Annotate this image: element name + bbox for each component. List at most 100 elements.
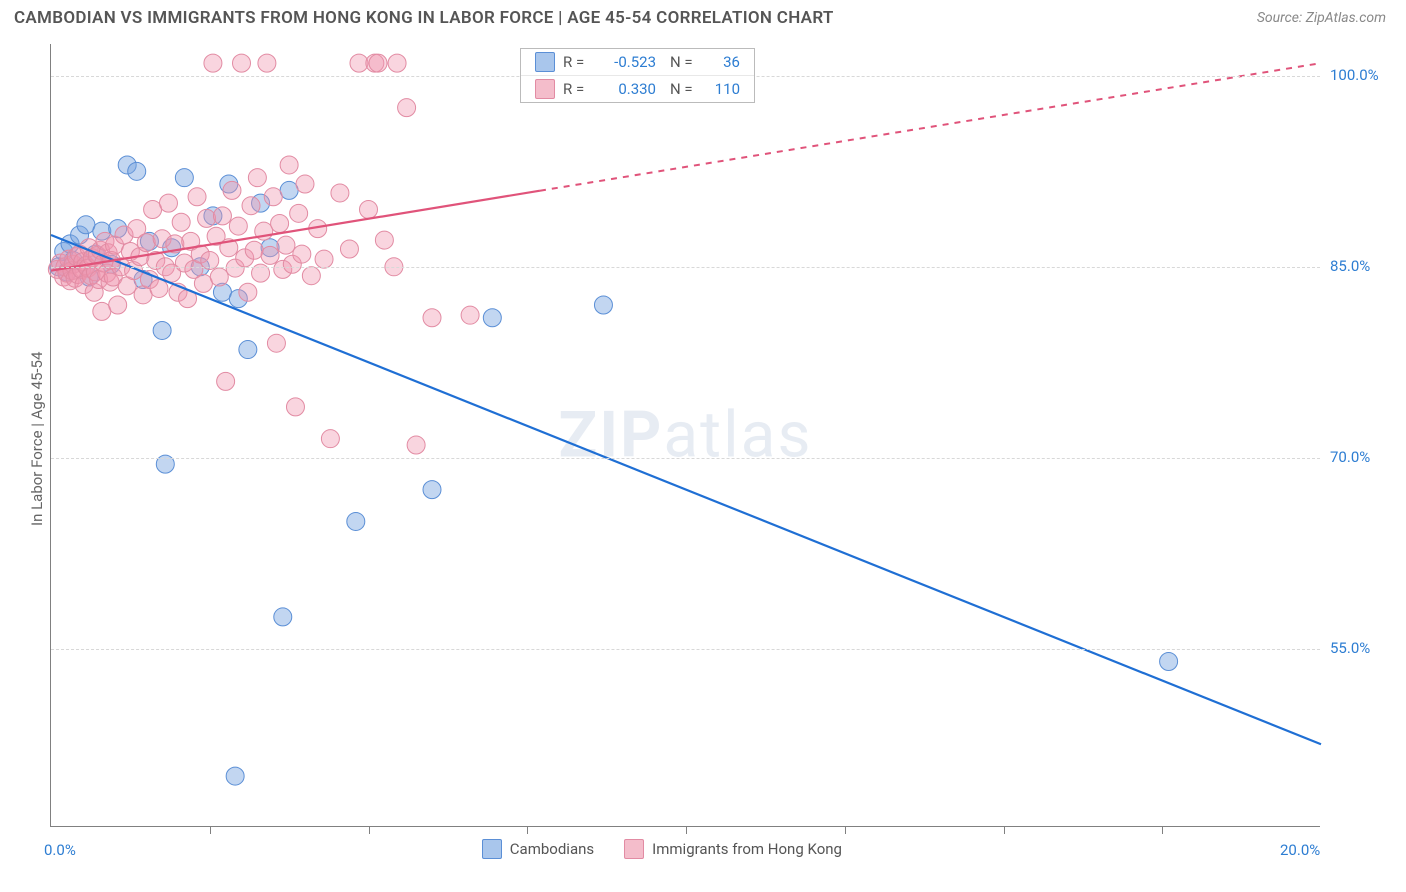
data-point xyxy=(1160,652,1178,670)
data-point xyxy=(188,188,206,206)
data-point xyxy=(407,436,425,454)
x-tick-mark xyxy=(527,826,528,834)
x-tick-mark xyxy=(1162,826,1163,834)
data-point xyxy=(398,99,416,117)
data-point xyxy=(483,309,501,327)
gridline xyxy=(51,458,1320,459)
data-point xyxy=(267,334,285,352)
x-tick-mark xyxy=(686,826,687,834)
data-point xyxy=(340,240,358,258)
data-point xyxy=(93,302,111,320)
data-point xyxy=(280,156,298,174)
data-point xyxy=(226,767,244,785)
data-point xyxy=(423,481,441,499)
data-point xyxy=(290,204,308,222)
data-point xyxy=(210,268,228,286)
x-tick-label: 0.0% xyxy=(44,841,76,859)
data-point xyxy=(245,241,263,259)
data-point xyxy=(461,306,479,324)
stats-row: R = 0.330 N = 110 xyxy=(521,75,754,102)
data-point xyxy=(315,250,333,268)
data-point xyxy=(277,236,295,254)
data-point xyxy=(239,341,257,359)
data-point xyxy=(264,188,282,206)
data-point xyxy=(213,283,231,301)
legend-label: Immigrants from Hong Kong xyxy=(652,840,842,858)
data-point xyxy=(375,231,393,249)
data-point xyxy=(423,309,441,327)
x-tick-label: 20.0% xyxy=(1280,841,1320,859)
y-tick-label: 70.0% xyxy=(1330,448,1370,466)
data-point xyxy=(128,162,146,180)
data-point xyxy=(217,372,235,390)
stats-row: R =-0.523N =36 xyxy=(521,49,754,75)
plot-svg xyxy=(51,44,1321,827)
data-point xyxy=(302,267,320,285)
y-axis-label: In Labor Force | Age 45-54 xyxy=(28,351,46,525)
data-point xyxy=(248,169,266,187)
data-point xyxy=(204,54,222,72)
data-point xyxy=(293,245,311,263)
y-tick-label: 85.0% xyxy=(1330,257,1370,275)
data-point xyxy=(347,512,365,530)
data-point xyxy=(172,213,190,231)
data-point xyxy=(286,398,304,416)
data-point xyxy=(280,181,298,199)
legend-item: Immigrants from Hong Kong xyxy=(624,839,842,859)
data-point xyxy=(198,209,216,227)
stat-n-value: 110 xyxy=(708,80,740,98)
data-point xyxy=(388,54,406,72)
data-point xyxy=(223,181,241,199)
y-tick-label: 55.0% xyxy=(1330,639,1370,657)
data-point xyxy=(274,608,292,626)
data-point xyxy=(369,54,387,72)
series-swatch xyxy=(535,52,555,72)
title-bar: CAMBODIAN VS IMMIGRANTS FROM HONG KONG I… xyxy=(0,0,1406,34)
stat-n-label: N = xyxy=(670,80,700,98)
data-point xyxy=(594,296,612,314)
stat-r-value: 0.330 xyxy=(601,80,656,98)
x-tick-mark xyxy=(210,826,211,834)
x-tick-mark xyxy=(369,826,370,834)
data-point xyxy=(296,175,314,193)
data-point xyxy=(360,201,378,219)
data-point xyxy=(175,169,193,187)
data-point xyxy=(239,283,257,301)
stat-n-value: 36 xyxy=(708,53,740,71)
data-point xyxy=(271,215,289,233)
data-point xyxy=(144,201,162,219)
data-point xyxy=(233,54,251,72)
series-swatch xyxy=(535,79,555,99)
data-point xyxy=(258,54,276,72)
data-point xyxy=(109,296,127,314)
data-point xyxy=(150,279,168,297)
stat-r-label: R = xyxy=(563,80,593,98)
x-tick-mark xyxy=(845,826,846,834)
x-tick-mark xyxy=(1004,826,1005,834)
bottom-legend: Cambodians Immigrants from Hong Kong xyxy=(482,839,842,859)
legend-item: Cambodians xyxy=(482,839,594,859)
data-point xyxy=(77,216,95,234)
source-label: Source: ZipAtlas.com xyxy=(1257,10,1386,26)
legend-label: Cambodians xyxy=(510,840,594,858)
data-point xyxy=(213,207,231,225)
stat-r-label: R = xyxy=(563,53,593,71)
data-point xyxy=(331,184,349,202)
stats-box: R =-0.523N =36R =0.330N =110 xyxy=(520,48,755,103)
legend-swatch xyxy=(624,839,644,859)
data-point xyxy=(321,430,339,448)
data-point xyxy=(261,246,279,264)
gridline xyxy=(51,267,1320,268)
data-point xyxy=(229,217,247,235)
data-point xyxy=(350,54,368,72)
y-tick-label: 100.0% xyxy=(1330,66,1379,84)
trend-line xyxy=(51,235,1321,744)
data-point xyxy=(194,274,212,292)
legend-swatch xyxy=(482,839,502,859)
data-point xyxy=(153,321,171,339)
data-point xyxy=(137,234,155,252)
plot-area: ZIPatlas xyxy=(50,44,1320,827)
data-point xyxy=(242,197,260,215)
chart-title: CAMBODIAN VS IMMIGRANTS FROM HONG KONG I… xyxy=(14,8,834,28)
data-point xyxy=(159,194,177,212)
